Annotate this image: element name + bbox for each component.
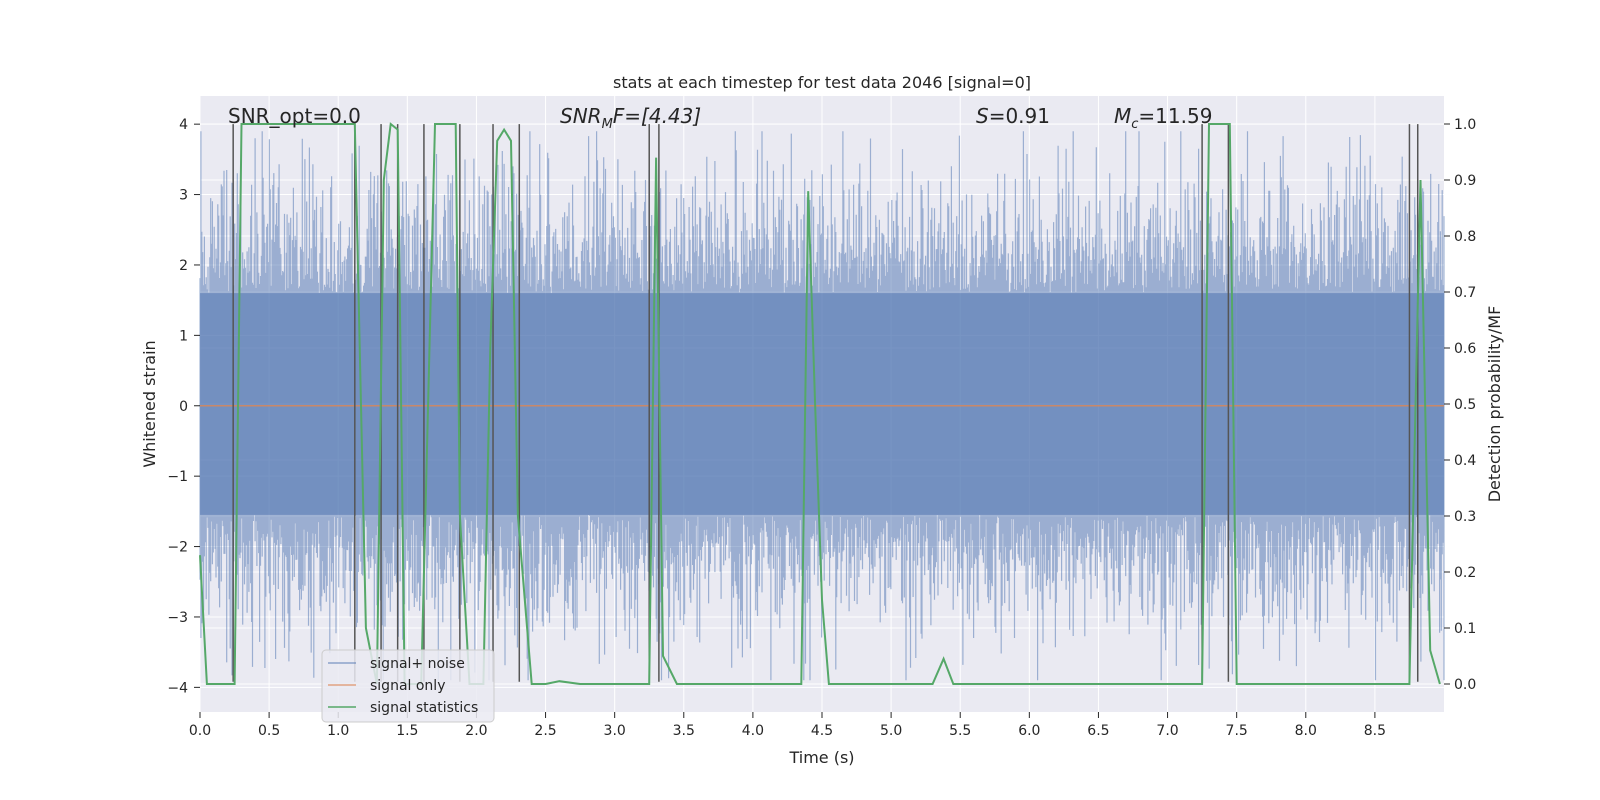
annotation-mc: Mc=11.59 xyxy=(1114,104,1212,132)
x-tick-label-14: 7.0 xyxy=(1156,723,1178,739)
s-rest: =0.91 xyxy=(989,104,1050,128)
legend-label-stats: signal statistics xyxy=(370,700,478,716)
y-tick-label-right-6: 0.4 xyxy=(1454,453,1476,469)
y-tick-label-right-8: 0.2 xyxy=(1454,565,1476,581)
x-tick-label-17: 8.5 xyxy=(1364,723,1386,739)
x-tick-label-2: 1.0 xyxy=(327,723,349,739)
y-tick-label-right-3: 0.7 xyxy=(1454,285,1476,301)
y-tick-label-right-10: 0.0 xyxy=(1454,677,1476,693)
x-tick-label-8: 4.0 xyxy=(742,723,764,739)
x-tick-label-1: 0.5 xyxy=(258,723,280,739)
mc-rest: =11.59 xyxy=(1138,104,1212,128)
y-tick-label-left-7: −3 xyxy=(167,610,188,626)
x-tick-label-15: 7.5 xyxy=(1226,723,1248,739)
annotation-snr-mf: SNRMF=[4.43] xyxy=(560,104,701,132)
snr-mf-rest: F=[4.43] xyxy=(613,104,701,128)
annotation-s: S=0.91 xyxy=(976,104,1050,128)
y-tick-label-left-2: 2 xyxy=(179,258,188,274)
x-tick-label-3: 1.5 xyxy=(396,723,418,739)
y-tick-label-left-8: −4 xyxy=(167,680,188,696)
y-tick-label-left-5: −1 xyxy=(167,469,188,485)
s-var: S xyxy=(976,104,989,128)
y-tick-label-left-0: 4 xyxy=(179,117,188,133)
y-tick-label-left-3: 1 xyxy=(179,328,188,344)
x-tick-label-10: 5.0 xyxy=(880,723,902,739)
snr-mf-base: SNR xyxy=(560,104,602,128)
x-tick-label-13: 6.5 xyxy=(1087,723,1109,739)
chart-title: stats at each timestep for test data 204… xyxy=(613,73,1031,92)
legend-label-noise: signal+ noise xyxy=(370,656,465,672)
x-tick-label-11: 5.5 xyxy=(949,723,971,739)
y-axis-label-left: Whitened strain xyxy=(140,340,159,467)
y-tick-label-left-6: −2 xyxy=(167,540,188,556)
legend: signal+ noise signal only signal statist… xyxy=(321,649,495,723)
x-tick-label-16: 8.0 xyxy=(1295,723,1317,739)
y-tick-label-left-4: 0 xyxy=(179,399,188,415)
y-tick-label-right-7: 0.3 xyxy=(1454,509,1476,525)
noise-trace xyxy=(199,131,1445,681)
stats-series xyxy=(199,122,1441,685)
y-tick-label-right-0: 1.0 xyxy=(1454,117,1476,133)
axis-ticks: 0.0 0.5 1.0 1.5 2.0 2.5 3.0 3.5 4.0 4.5 5.0 5.5 6.0 6… xyxy=(167,117,1476,739)
x-tick-label-4: 2.0 xyxy=(465,723,487,739)
x-axis-label: Time (s) xyxy=(788,748,854,767)
noise-series xyxy=(199,131,1445,681)
stats-line xyxy=(199,122,1441,685)
x-tick-label-5: 2.5 xyxy=(534,723,556,739)
y-axis-label-right: Detection probability/MF xyxy=(1485,306,1504,503)
y-tick-label-right-9: 0.1 xyxy=(1454,621,1476,637)
y-tick-label-right-5: 0.5 xyxy=(1454,397,1476,413)
y-tick-label-right-2: 0.8 xyxy=(1454,229,1476,245)
y-tick-label-right-4: 0.6 xyxy=(1454,341,1476,357)
snr-mf-sub: M xyxy=(602,117,613,132)
mc-var: M xyxy=(1114,104,1131,128)
legend-label-signal: signal only xyxy=(370,678,445,694)
x-tick-label-7: 3.5 xyxy=(673,723,695,739)
legend-box xyxy=(321,649,495,723)
x-tick-label-6: 3.0 xyxy=(604,723,626,739)
y-tick-label-right-1: 0.9 xyxy=(1454,173,1476,189)
x-tick-label-0: 0.0 xyxy=(189,723,211,739)
annotation-snr-opt: SNR_opt=0.0 xyxy=(228,104,361,128)
mc-sub: c xyxy=(1131,117,1138,132)
y-tick-label-left-1: 3 xyxy=(179,188,188,204)
x-tick-label-9: 4.5 xyxy=(811,723,833,739)
x-tick-label-12: 6.0 xyxy=(1018,723,1040,739)
